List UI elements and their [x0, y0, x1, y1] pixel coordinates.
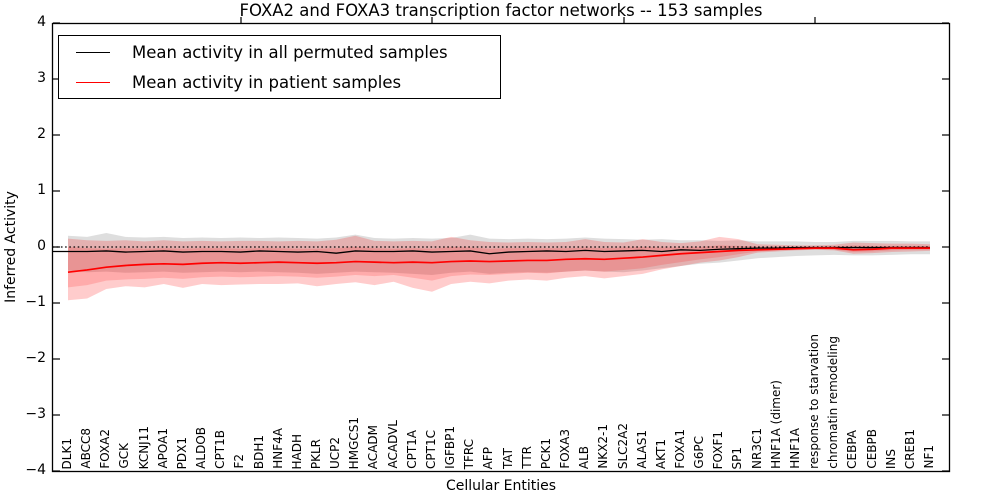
x-tick-label: IGFBP1	[443, 426, 458, 469]
x-tick-label: ALDOB	[194, 427, 209, 469]
x-tick-label: PCK1	[538, 437, 553, 469]
x-tick-label: APOA1	[155, 428, 170, 469]
y-tick-label: 4	[37, 14, 46, 30]
y-tick-label: −3	[25, 406, 46, 422]
x-tick-label: ALAS1	[634, 430, 649, 469]
y-tick-label: 2	[37, 126, 46, 142]
y-tick-label: 1	[37, 182, 46, 198]
legend-item-patient: Mean activity in patient samples	[59, 68, 500, 96]
x-tick-label: ALB	[577, 445, 592, 469]
chart-title: FOXA2 and FOXA3 transcription factor net…	[239, 1, 763, 20]
band-permuted-samples-range	[68, 233, 930, 275]
x-tick-label: PDX1	[174, 436, 189, 469]
band-patient-samples-inner-range	[68, 245, 930, 288]
x-tick-label: BDH1	[251, 434, 266, 469]
x-tick-label: FOXA3	[558, 429, 573, 469]
x-tick-label: F2	[232, 454, 247, 469]
x-tick-label: chromatin remodeling	[826, 336, 841, 469]
legend-item-permuted: Mean activity in all permuted samples	[59, 38, 500, 66]
x-tick-label: ACADM	[366, 424, 381, 469]
x-tick-label: CPT1A	[404, 430, 419, 469]
legend: Mean activity in all permuted samples Me…	[58, 35, 501, 99]
permuted-line-swatch-icon	[76, 51, 110, 53]
x-tick-label: INS	[883, 448, 898, 469]
x-tick-label: NR3C1	[749, 428, 764, 469]
x-tick-label: CREB1	[902, 428, 917, 469]
x-tick-label: CEBPB	[864, 429, 879, 469]
x-tick-label: SLC2A2	[615, 422, 630, 469]
patient-line-swatch-icon	[76, 81, 110, 83]
x-tick-label: KCNJ11	[136, 425, 151, 469]
x-tick-label: FOXA1	[672, 429, 687, 469]
x-tick-label: HNF1A (dimer)	[768, 380, 783, 469]
x-tick-label: response to starvation	[807, 334, 822, 469]
legend-label-permuted: Mean activity in all permuted samples	[132, 42, 448, 62]
x-axis-label: Cellular Entities	[445, 478, 557, 494]
x-tick-label: AFP	[481, 446, 496, 469]
x-tick-label: HNF4A	[270, 428, 285, 469]
y-tick-label: 0	[37, 238, 46, 254]
x-tick-label: GCK	[117, 443, 132, 469]
series-line-1	[67, 247, 930, 274]
x-tick-label: CPT1B	[213, 430, 228, 469]
y-tick-label: −1	[25, 294, 46, 310]
x-tick-label: ABCC8	[79, 428, 94, 469]
y-tick-label: −4	[25, 462, 46, 478]
y-tick-label: 3	[37, 70, 46, 86]
x-tick-label: FOXA2	[98, 429, 113, 469]
x-tick-label: HMGCS1	[347, 416, 362, 469]
x-tick-label: TFRC	[462, 438, 477, 469]
x-tick-label: UCP2	[328, 436, 343, 469]
x-tick-label: ACADVL	[385, 420, 400, 469]
x-tick-label: HNF1A	[787, 428, 802, 469]
x-tick-label: NF1	[922, 445, 936, 469]
x-tick-label: TTR	[519, 446, 534, 469]
y-tick-label: −2	[25, 350, 46, 366]
x-tick-label: FOXF1	[711, 430, 726, 469]
x-tick-label: G6PC	[692, 436, 707, 469]
x-tick-label: CPT1C	[423, 430, 438, 469]
x-tick-label: AKT1	[653, 438, 668, 469]
x-tick-label: NKX2-1	[596, 424, 611, 469]
x-tick-label: SP1	[730, 446, 745, 470]
x-tick-label: TAT	[500, 447, 515, 469]
x-tick-label: DLK1	[60, 437, 74, 469]
series-line-0	[52, 246, 930, 255]
x-tick-label: CEBPA	[845, 430, 860, 469]
axes-frame	[51, 22, 951, 473]
x-tick-label: HADH	[289, 433, 304, 470]
x-tick-label: PKLR	[309, 438, 324, 469]
legend-label-patient: Mean activity in patient samples	[132, 72, 402, 92]
